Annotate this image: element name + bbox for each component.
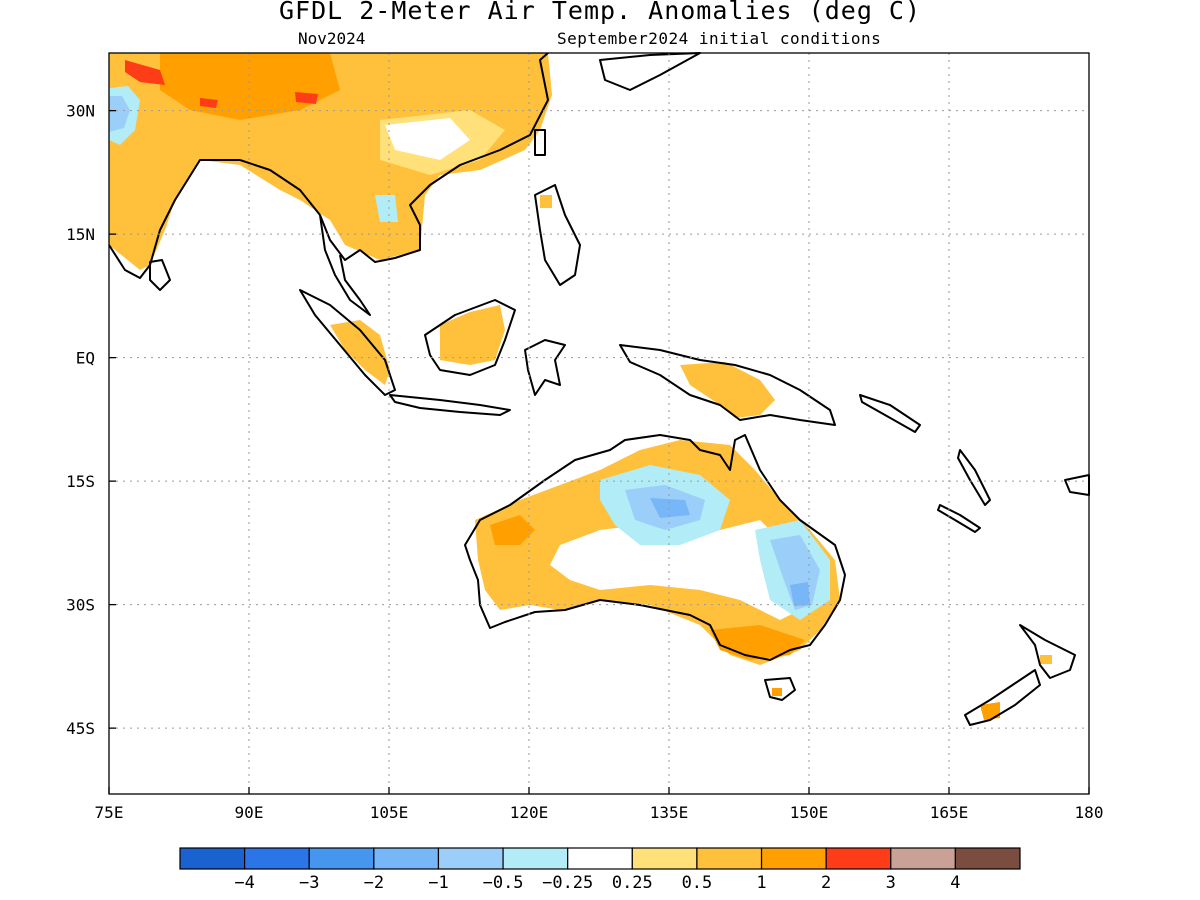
west-australia-strong-warm: [490, 515, 535, 545]
java-coast: [389, 394, 511, 416]
longitude-tick-label: 75E: [95, 803, 124, 822]
new-guinea-warm-region: [680, 362, 775, 418]
new-zealand-warm-spot: [980, 702, 1000, 720]
japan-coast: [599, 52, 701, 91]
north-australia-cool-center: [650, 498, 690, 518]
colorbar-label: 1: [756, 873, 766, 893]
anomaly-shading: [109, 53, 1052, 720]
colorbar-swatch: [244, 847, 310, 870]
colorbar-swatch: [502, 847, 569, 870]
map-title: GFDL 2-Meter Air Temp. Anomalies (deg C): [278, 0, 922, 25]
longitude-tick-label: 150E: [790, 803, 829, 822]
colorbar-label: −1: [428, 873, 448, 893]
longitude-axis: 75E 90E 105E 120E 135E 150E 165E 180: [95, 787, 1104, 822]
sumatra-warm-region: [330, 320, 390, 385]
colorbar-swatch: [696, 847, 763, 870]
philippines-warm-spot: [540, 195, 552, 208]
colorbar-swatch: [437, 847, 504, 870]
colorbar-label: 0.5: [682, 873, 713, 893]
malay-peninsula-coast: [319, 214, 371, 316]
tibet-hot-spot: [295, 92, 318, 104]
latitude-tick-label: 30N: [66, 102, 95, 121]
new-zealand-north-coast: [1019, 624, 1076, 679]
sulawesi-coast: [524, 339, 566, 396]
central-australia-neutral: [550, 520, 820, 620]
new-zealand-north-warm-spot: [1040, 655, 1052, 664]
colorbar: −4 −3 −2 −1 −0.5 −0.25 0.25 0.5 1 2 3 4: [179, 847, 1021, 893]
latitude-tick-label: EQ: [76, 349, 95, 368]
philippines-coast: [534, 184, 581, 286]
forecast-month-label: Nov2024: [298, 29, 366, 48]
solomon-islands-coast: [859, 394, 921, 433]
colorbar-label: 4: [950, 873, 960, 893]
coastlines: [108, 52, 1090, 726]
colorbar-swatch: [308, 847, 375, 870]
colorbar-swatch: [179, 847, 246, 870]
vanuatu-coast: [957, 449, 991, 506]
asia-neutral-patch: [385, 118, 470, 160]
colorbar-swatch: [825, 847, 892, 870]
longitude-tick-label: 120E: [510, 803, 549, 822]
gridlines: [109, 53, 1089, 794]
latitude-tick-label: 45S: [66, 719, 95, 738]
east-australia-cool-center: [790, 582, 810, 606]
colorbar-label: −2: [364, 873, 384, 893]
longitude-tick-label: 90E: [235, 803, 264, 822]
colorbar-swatch: [631, 847, 698, 870]
colorbar-swatch: [373, 847, 440, 870]
indochina-cool-patch: [375, 195, 398, 222]
longitude-tick-label: 135E: [650, 803, 689, 822]
colorbar-swatch: [567, 847, 633, 870]
himalaya-hot-spot: [125, 60, 165, 85]
colorbar-label: 3: [886, 873, 896, 893]
initial-conditions-label: September2024 initial conditions: [557, 29, 882, 48]
latitude-tick-label: 30S: [66, 596, 95, 615]
colorbar-label: −4: [234, 873, 254, 893]
borneo-warm-region: [440, 305, 505, 365]
india-coast: [108, 159, 240, 279]
colorbar-label: 2: [821, 873, 831, 893]
sri-lanka-coast: [149, 259, 171, 291]
himalaya-hot-spot-2: [200, 98, 218, 108]
latitude-tick-label: 15N: [66, 225, 95, 244]
borneo-coast: [424, 299, 516, 376]
new-zealand-south-coast: [964, 669, 1041, 726]
latitude-axis: 30N 15N EQ 15S 30S 45S: [66, 102, 116, 738]
colorbar-label: −0.5: [483, 873, 524, 893]
tibet-cool-core: [109, 96, 130, 132]
colorbar-label: −3: [299, 873, 319, 893]
sumatra-coast: [299, 289, 396, 396]
tasmania-warm-spot: [772, 688, 782, 696]
colorbar-swatch: [760, 847, 827, 870]
australia-coast: [464, 434, 846, 661]
colorbar-label: −0.25: [542, 873, 593, 893]
longitude-tick-label: 180: [1075, 803, 1104, 822]
new-caledonia-coast: [937, 504, 981, 533]
longitude-tick-label: 105E: [370, 803, 409, 822]
colorbar-label: 0.25: [612, 873, 653, 893]
colorbar-swatch: [890, 847, 956, 870]
colorbar-swatch: [954, 847, 1021, 870]
tasmania-coast: [764, 677, 796, 701]
fiji-coast: [1064, 474, 1090, 496]
longitude-tick-label: 165E: [930, 803, 969, 822]
new-guinea-coast: [619, 344, 836, 426]
map-frame: [108, 52, 1090, 795]
latitude-tick-label: 15S: [66, 472, 95, 491]
taiwan-coast: [534, 129, 546, 156]
